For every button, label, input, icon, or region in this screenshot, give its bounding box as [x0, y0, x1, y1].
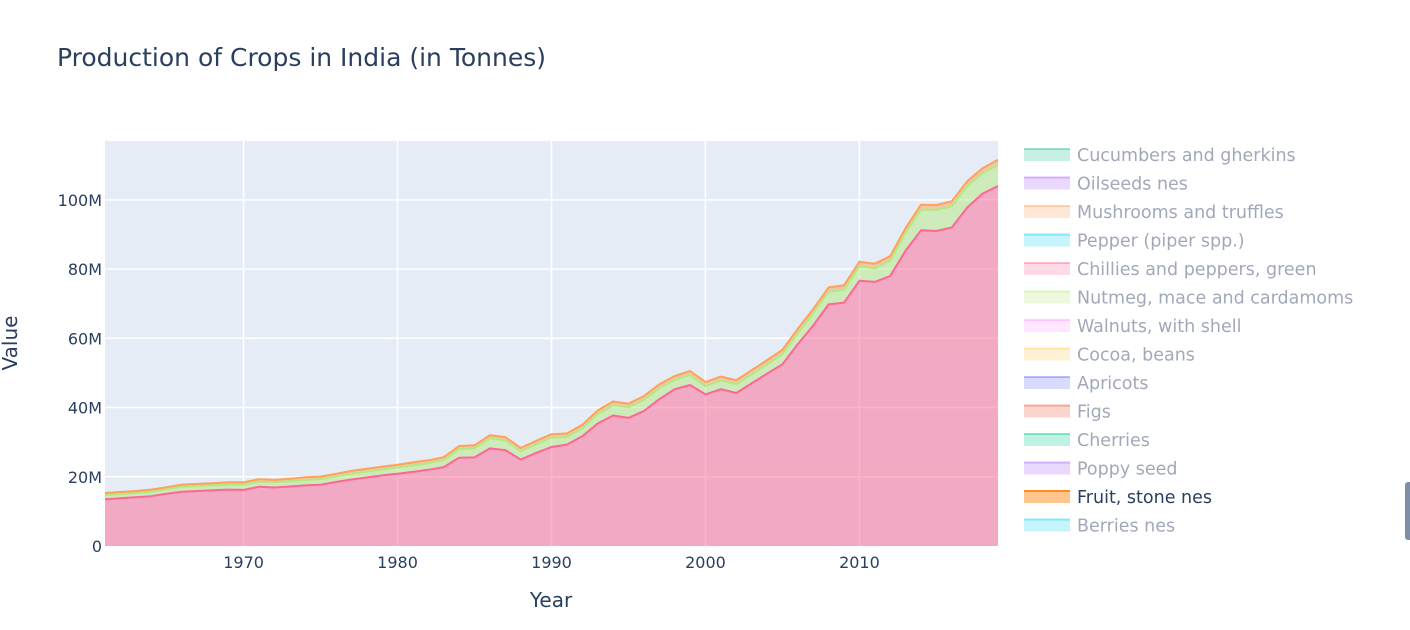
- legend-swatch: [1024, 434, 1070, 446]
- legend-swatch: [1024, 491, 1070, 503]
- area-series: [105, 159, 998, 546]
- legend-label: Cherries: [1077, 431, 1150, 451]
- x-tick-label: 2010: [839, 553, 880, 572]
- legend-item[interactable]: Nutmeg, mace and cardamoms: [1024, 289, 1353, 309]
- x-tick-label: 1990: [531, 553, 572, 572]
- x-tick-label: 2000: [685, 553, 726, 572]
- legend-item[interactable]: Mushrooms and truffles: [1024, 203, 1284, 223]
- legend-item[interactable]: Cucumbers and gherkins: [1024, 146, 1296, 166]
- legend-swatch: [1024, 348, 1070, 361]
- chart-title: Production of Crops in India (in Tonnes): [57, 43, 546, 72]
- series-line: [104, 164, 999, 497]
- legend-swatch: [1024, 519, 1070, 532]
- legend-label: Pepper (piper spp.): [1077, 232, 1245, 252]
- legend-item[interactable]: Cherries: [1024, 431, 1150, 451]
- series-line: [104, 158, 999, 494]
- legend-label: Figs: [1077, 403, 1111, 423]
- legend-label: Cocoa, beans: [1077, 346, 1195, 366]
- legend-item[interactable]: Oilseeds nes: [1024, 175, 1188, 195]
- x-tick-label: 1970: [223, 553, 264, 572]
- area-fill: [105, 186, 998, 546]
- legend-scrollbar[interactable]: [1405, 482, 1410, 540]
- legend-item[interactable]: Poppy seed: [1024, 460, 1178, 480]
- legend-item[interactable]: Cocoa, beans: [1024, 346, 1195, 366]
- legend-item[interactable]: Chillies and peppers, green: [1024, 260, 1317, 280]
- legend-label: Nutmeg, mace and cardamoms: [1077, 289, 1353, 309]
- legend-item[interactable]: Berries nes: [1024, 517, 1175, 537]
- y-tick-label: 80M: [68, 260, 102, 279]
- legend-item[interactable]: Apricots: [1024, 374, 1148, 394]
- legend: Cucumbers and gherkins Oilseeds nes Mushro…: [1024, 146, 1353, 537]
- y-axis-title: Value: [0, 316, 22, 371]
- legend-swatch: [1024, 234, 1070, 247]
- x-axis-ticks: 1970 1980 1990 2000 2010: [223, 553, 880, 572]
- legend-label: Poppy seed: [1077, 460, 1178, 480]
- legend-swatch: [1024, 263, 1070, 275]
- series-lines: [104, 158, 999, 501]
- y-tick-label: 60M: [68, 329, 102, 348]
- legend-swatch: [1024, 291, 1070, 304]
- y-axis-ticks: 0 20M 40M 60M 80M 100M: [58, 191, 102, 556]
- y-tick-label: 0: [92, 537, 102, 556]
- legend-label: Mushrooms and truffles: [1077, 203, 1284, 223]
- legend-item[interactable]: Walnuts, with shell: [1024, 317, 1241, 337]
- legend-item[interactable]: Fruit, stone nes: [1024, 488, 1212, 508]
- legend-label: Chillies and peppers, green: [1077, 260, 1317, 280]
- legend-swatch: [1024, 149, 1070, 161]
- x-axis-title: Year: [529, 588, 573, 612]
- legend-swatch: [1024, 177, 1070, 190]
- legend-swatch: [1024, 320, 1070, 332]
- legend-item[interactable]: Pepper (piper spp.): [1024, 232, 1245, 252]
- y-tick-label: 100M: [58, 191, 102, 210]
- legend-label: Oilseeds nes: [1077, 175, 1188, 195]
- y-tick-label: 20M: [68, 468, 102, 487]
- series-line: [104, 185, 999, 501]
- legend-label: Fruit, stone nes: [1077, 488, 1212, 508]
- legend-swatch: [1024, 377, 1070, 389]
- y-tick-label: 40M: [68, 399, 102, 418]
- legend-label: Berries nes: [1077, 517, 1175, 537]
- legend-swatch: [1024, 405, 1070, 418]
- legend-item[interactable]: Figs: [1024, 403, 1111, 423]
- legend-label: Apricots: [1077, 374, 1148, 394]
- legend-swatch: [1024, 206, 1070, 218]
- x-tick-label: 1980: [377, 553, 418, 572]
- legend-label: Cucumbers and gherkins: [1077, 146, 1296, 166]
- legend-swatch: [1024, 462, 1070, 475]
- legend-label: Walnuts, with shell: [1077, 317, 1241, 337]
